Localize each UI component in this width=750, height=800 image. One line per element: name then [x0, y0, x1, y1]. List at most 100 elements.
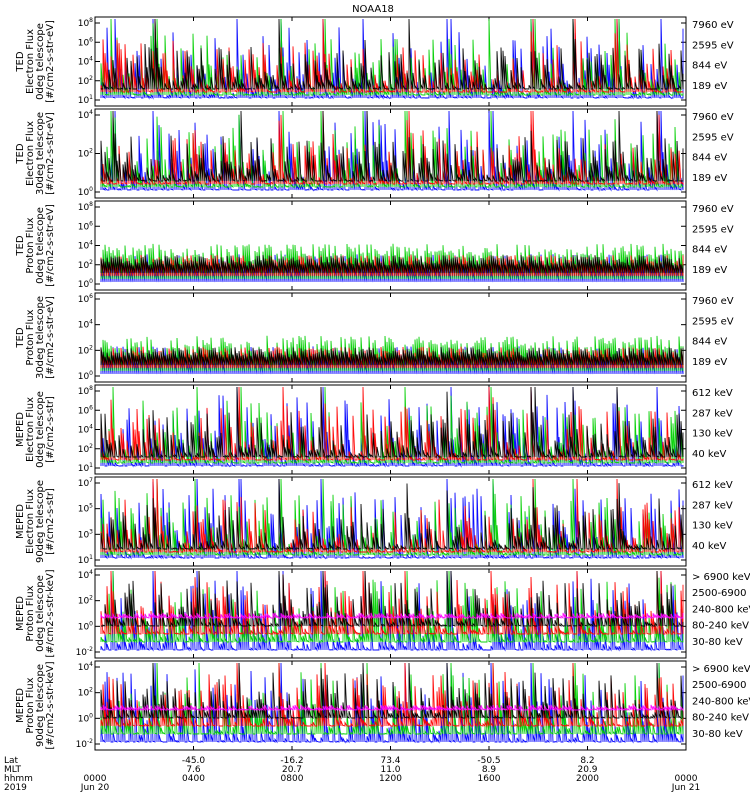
legend-entry: 40 keV	[692, 449, 726, 460]
flux-trace	[100, 662, 684, 736]
panel-3: 100 102 104 106 108 TEDProton Flux0deg telesc…	[15, 200, 734, 291]
y-axis-title: MEPEDElectron Flux90deg telescope[#/cm2-…	[15, 480, 56, 563]
y-axis-title-line: MEPED	[15, 688, 26, 723]
y-tick-label: 102	[78, 148, 93, 160]
flux-trace	[100, 386, 684, 459]
y-tick-label: 100	[78, 712, 93, 724]
legend-entry: 287 keV	[692, 500, 733, 511]
y-tick-label: 106	[78, 293, 93, 305]
y-axis-title-line: TED	[15, 51, 26, 72]
y-tick-label: 106	[78, 36, 93, 48]
legend-entry: 2595 eV	[692, 40, 734, 51]
x-tick-label: 0000	[675, 774, 698, 784]
legend-entry: 7960 eV	[692, 296, 734, 307]
y-tick-label: 101	[78, 462, 93, 474]
y-axis-title-line: 30deg telescope	[35, 296, 46, 379]
y-tick-label: 102	[78, 344, 93, 356]
y-axis-title-line: [#/cm2-s-str-eV]	[45, 296, 56, 379]
flux-trace	[100, 478, 684, 560]
y-tick-label: 102	[78, 443, 93, 455]
y-tick-label: 106	[78, 220, 93, 232]
x-tick-label: 0800	[281, 774, 304, 784]
panel-1: 101 102 104 106 108 TEDElectron Flux0deg tele…	[15, 16, 734, 107]
flux-trace	[100, 570, 684, 652]
legend-entry: 612 keV	[692, 480, 733, 491]
legend-entry: 844 eV	[692, 245, 727, 256]
y-tick-label: 100	[78, 278, 93, 290]
y-tick-label: 104	[78, 240, 93, 252]
legend-entry: 240-800 keV	[692, 604, 750, 615]
y-axis-title-line: 0deg telescope	[35, 207, 46, 284]
y-tick-label: 10-2	[76, 738, 94, 750]
legend-entry: 612 keV	[692, 388, 733, 399]
x-tick-label: -16.2	[280, 756, 303, 766]
y-axis-title-line: Electron Flux	[25, 29, 36, 94]
legend-entry: > 6900 keV	[692, 572, 750, 583]
y-axis-title: TEDProton Flux30deg telescope[#/cm2-s-st…	[15, 296, 56, 379]
y-axis-title-line: TED	[15, 143, 26, 164]
legend-entry: 2595 eV	[692, 316, 734, 327]
y-axis-title-line: Proton Flux	[25, 677, 36, 733]
y-tick-label: 106	[78, 404, 93, 416]
y-tick-label: 104	[78, 661, 93, 673]
y-axis-title-line: Proton Flux	[25, 585, 36, 641]
legend-entry: 844 eV	[692, 61, 727, 72]
y-axis-title-line: MEPED	[15, 596, 26, 631]
panel-2: 100 102 104 TEDElectron Flux30deg telescope…	[15, 108, 734, 199]
y-tick-label: 100	[78, 620, 93, 632]
y-axis-title-line: 0deg telescope	[35, 391, 46, 468]
x-tick-label: 20.9	[577, 765, 597, 775]
flux-trace	[100, 110, 684, 183]
legend-entry: 189 eV	[692, 357, 727, 368]
legend-entry: 2595 eV	[692, 132, 734, 143]
panel-4: 100 102 104 106 TEDProton Flux30deg telescop…	[15, 292, 734, 383]
panel-7: 10-2 100 102 104 MEPEDProton Flux0deg telesc…	[15, 568, 750, 659]
y-axis-title-line: MEPED	[15, 504, 26, 539]
y-tick-label: 100	[78, 370, 93, 382]
y-axis-title: MEPEDProton Flux90deg telescope[#/cm2-s-…	[15, 661, 56, 749]
y-tick-label: 10-2	[76, 646, 94, 658]
legend-entry: 80-240 keV	[692, 713, 749, 724]
x-tick-label: 0400	[182, 774, 205, 784]
flux-trace	[100, 662, 684, 720]
x-tick-label: Jun 20	[80, 783, 110, 793]
legend-entry: 30-80 keV	[692, 729, 743, 740]
y-axis-title: TEDProton Flux0deg telescope[#/cm2-s-str…	[15, 204, 56, 287]
flux-trace	[100, 478, 684, 554]
y-axis-title-line: Electron Flux	[25, 121, 36, 186]
legend-entry: 189 eV	[692, 81, 727, 92]
y-tick-label: 101	[78, 94, 93, 106]
y-axis-title-line: Electron Flux	[25, 397, 36, 462]
y-axis-title-line: 30deg telescope	[35, 112, 46, 195]
y-tick-label: 104	[78, 569, 93, 581]
flux-trace	[100, 18, 684, 91]
legend-entry: 30-80 keV	[692, 637, 743, 648]
x-tick-label: 11.0	[380, 765, 400, 775]
y-axis-title-line: TED	[15, 235, 26, 256]
x-tick-label: 20.7	[282, 765, 302, 775]
legend-entry: 2500-6900	[692, 680, 747, 691]
y-axis-title-line: [#/cm2-s-str-eV]	[45, 112, 56, 195]
y-tick-label: 104	[78, 319, 93, 331]
legend-entry: 40 keV	[692, 541, 726, 552]
flux-trace	[100, 478, 684, 551]
x-tick-label: 2000	[576, 774, 599, 784]
y-tick-label: 102	[78, 687, 93, 699]
y-tick-label: 104	[78, 56, 93, 68]
x-tick-label: Jun 21	[671, 783, 700, 793]
flux-trace	[100, 662, 684, 744]
y-axis-title-line: Proton Flux	[25, 309, 36, 365]
x-row-label: MLT	[4, 765, 22, 775]
x-tick-label: 7.6	[186, 765, 201, 775]
legend-entry: 844 eV	[692, 337, 727, 348]
y-axis-title-line: [#/cm2-s-str-keV]	[45, 661, 56, 749]
y-tick-label: 102	[78, 595, 93, 607]
y-tick-label: 104	[78, 424, 93, 436]
y-axis-title-line: [#/cm2-s-str-eV]	[45, 20, 56, 103]
y-axis-title-line: MEPED	[15, 412, 26, 447]
y-axis-title: MEPEDProton Flux0deg telescope[#/cm2-s-s…	[15, 569, 56, 657]
x-tick-label: 8.2	[580, 756, 594, 766]
panel-5: 101 102 104 106 108 MEPEDElectron Flux0deg te…	[15, 384, 733, 475]
y-axis-title-line: [#/cm2-s-str-keV]	[45, 569, 56, 657]
